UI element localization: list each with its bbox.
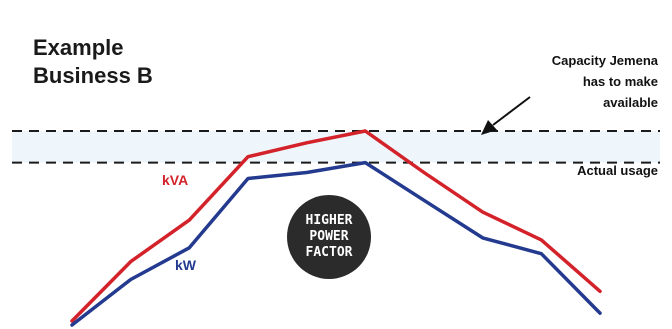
higher-power-factor-badge: HIGHER POWER FACTOR [287,195,371,279]
chart-title-line-1: Example [33,35,124,60]
legend-label-kw: kW [175,257,196,273]
capacity-arrow-head [481,120,497,135]
capacity-annotation-line-3: available [603,95,658,110]
chart-title: Example Business B [33,34,153,90]
badge-line-1: HIGHER [305,213,353,228]
capacity-annotation-line-2: has to make [582,74,658,89]
badge-line-3: FACTOR [305,245,353,260]
legend-label-kva: kVA [162,172,189,188]
capacity-annotation: Capacity Jemena has to make available [552,50,658,113]
chart-title-line-2: Business B [33,63,153,88]
series-line-kw [70,160,602,327]
series-line-kva [70,129,602,323]
capacity-annotation-line-1: Capacity Jemena [551,53,658,68]
actual-usage-annotation: Actual usage [577,163,658,178]
capacity-arrow-shaft [492,96,531,126]
badge-line-2: POWER [309,229,349,244]
